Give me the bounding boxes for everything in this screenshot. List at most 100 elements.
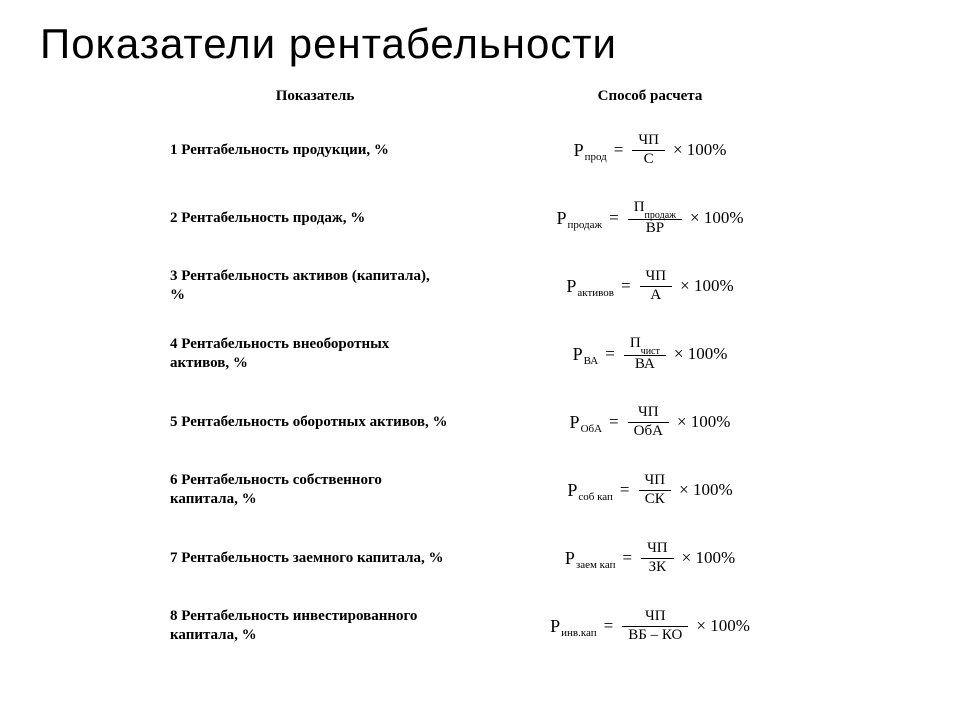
equals-sign: = [620,480,630,500]
tail-multiplier: × 100% [696,616,750,636]
indicator-label: 4 Рентабельность внеоборотных активов, % [170,335,460,373]
lhs-subscript: продаж [567,219,602,231]
indicator-label: 2 Рентабельность продаж, % [170,209,460,228]
formula: Рзаем кап = ЧП ЗК × 100% [565,540,735,576]
formula-lhs: РОбА [570,412,603,433]
formula-cell: Рзаем кап = ЧП ЗК × 100% [460,540,840,576]
denominator: ВР [640,220,670,237]
formula-lhs: Рпродаж [556,208,602,229]
lhs-subscript: ВА [584,355,599,367]
numerator-subscript: чист [641,346,660,357]
denominator: С [638,151,660,168]
table-row: 5 Рентабельность оборотных активов, %РОб… [170,395,920,449]
table-row: 4 Рентабельность внеоборотных активов, %… [170,327,920,381]
fraction: ЧП СК [639,472,672,508]
equals-sign: = [609,412,619,432]
formula-cell: Рпрод = ЧП С × 100% [460,132,840,168]
numerator: ЧП [632,132,665,149]
equals-sign: = [604,616,614,636]
tail-multiplier: × 100% [673,140,727,160]
fraction: ЧП ЗК [641,540,674,576]
rows-container: 1 Рентабельность продукции, % Рпрод = ЧП С × … [40,123,920,653]
lhs-base: Р [550,616,560,637]
lhs-base: Р [574,140,584,161]
indicator-label: 8 Рентабельность инвестированного капита… [170,607,460,645]
column-headers: Показатель Способ расчета [40,88,920,105]
formula-lhs: Рактивов [566,276,614,297]
numerator-base: П [634,199,645,215]
tail-multiplier: × 100% [690,208,744,228]
table-row: 8 Рентабельность инвестированного капита… [170,599,920,653]
denominator: ВА [629,356,661,373]
denominator: А [644,287,667,304]
formula-lhs: Ринв.кап [550,616,597,637]
equals-sign: = [609,208,619,228]
indicator-label: 7 Рентабельность заемного капитала, % [170,549,460,568]
formula-cell: РОбА=ЧПОбА× 100% [460,404,840,440]
indicator-label: 1 Рентабельность продукции, % [170,141,460,160]
equals-sign: = [614,140,624,160]
fraction: ЧПВБ – КО [622,608,688,644]
formula-cell: Ринв.кап = ЧПВБ – КО × 100% [460,608,840,644]
tail-multiplier: × 100% [679,480,733,500]
formula-lhs: РВА [573,344,599,365]
header-indicator: Показатель [170,88,460,105]
tail-multiplier: × 100% [674,344,728,364]
indicator-label: 3 Рентабельность активов (капитала), % [170,267,460,305]
lhs-subscript: инв.кап [561,627,597,639]
fraction: ЧП С [632,132,665,168]
equals-sign: = [621,276,631,296]
formula: Рактивов = ЧП А × 100% [566,268,733,304]
formula: Ринв.кап = ЧПВБ – КО × 100% [550,608,750,644]
lhs-base: Р [570,412,580,433]
denominator: ВБ – КО [622,627,688,644]
lhs-base: Р [565,548,575,569]
formula-cell: Рсоб кап = ЧП СК × 100% [460,472,840,508]
lhs-subscript: заем кап [576,559,616,571]
denominator: СК [639,491,671,508]
formula: Рпрод = ЧП С × 100% [574,132,727,168]
numerator: ЧП [639,472,672,489]
tail-multiplier: × 100% [680,276,734,296]
formula: Рпродаж=ПпродажВР× 100% [556,199,743,237]
numerator-base: П [630,335,641,351]
numerator: Пчист [624,335,666,355]
fraction: ПпродажВР [628,199,682,237]
numerator: Ппродаж [628,199,682,219]
lhs-subscript: ОбА [581,423,602,435]
numerator: ЧП [640,268,673,285]
formula-lhs: Рзаем кап [565,548,616,569]
lhs-subscript: соб кап [578,491,613,503]
formula-cell: РВА=ПчистВА× 100% [460,335,840,373]
formula: РВА=ПчистВА× 100% [573,335,728,373]
lhs-base: Р [567,480,577,501]
numerator-subscript: продаж [645,210,677,221]
numerator: ЧП [641,540,674,557]
equals-sign: = [605,344,615,364]
formula-lhs: Рпрод [574,140,607,161]
lhs-base: Р [566,276,576,297]
table-row: 1 Рентабельность продукции, % Рпрод = ЧП С × … [170,123,920,177]
table-row: 6 Рентабельность собственного капитала, … [170,463,920,517]
denominator: ОбА [628,423,669,440]
table-row: 3 Рентабельность активов (капитала), % Ра… [170,259,920,313]
formula: Рсоб кап = ЧП СК × 100% [567,472,732,508]
page-title: Показатели рентабельности [40,20,920,68]
lhs-base: Р [573,344,583,365]
formula-cell: Рактивов = ЧП А × 100% [460,268,840,304]
equals-sign: = [622,548,632,568]
formula: РОбА=ЧПОбА× 100% [570,404,731,440]
indicator-label: 5 Рентабельность оборотных активов, % [170,413,460,432]
indicator-label: 6 Рентабельность собственного капитала, … [170,471,460,509]
lhs-subscript: прод [585,151,607,163]
fraction: ПчистВА [624,335,666,373]
lhs-base: Р [556,208,566,229]
numerator: ЧП [632,404,665,421]
tail-multiplier: × 100% [682,548,736,568]
fraction: ЧП ОбА [628,404,669,440]
denominator: ЗК [643,559,673,576]
lhs-subscript: активов [577,287,614,299]
formula-lhs: Рсоб кап [567,480,613,501]
table-row: 7 Рентабельность заемного капитала, % Рза… [170,531,920,585]
table-row: 2 Рентабельность продаж, % Рпродаж = Ппрода… [170,191,920,245]
